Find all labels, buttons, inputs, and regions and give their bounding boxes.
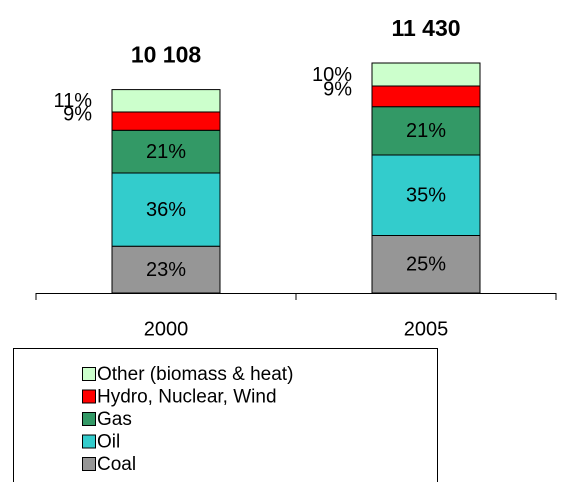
data-label: 35% — [406, 185, 446, 207]
bar-segment — [371, 154, 481, 236]
legend-swatch — [82, 367, 96, 381]
data-label: 25% — [406, 254, 446, 276]
bar-segment — [111, 111, 221, 131]
data-label: 21% — [406, 120, 446, 142]
bar-segment — [111, 172, 221, 247]
bar-segment — [111, 89, 221, 113]
bar-segment — [371, 85, 481, 108]
data-label: 23% — [146, 259, 186, 281]
legend-swatch — [82, 434, 96, 449]
bar-segment — [371, 106, 481, 156]
legend-label: Coal — [97, 454, 136, 475]
data-label: 10% — [312, 64, 352, 86]
x-tick-label: 2000 — [144, 318, 189, 340]
legend-label: Oil — [97, 432, 120, 453]
data-label: 11% — [53, 90, 92, 112]
x-tick-label: 2005 — [404, 318, 449, 340]
bar-segment — [371, 235, 481, 294]
data-label: 9% — [63, 103, 92, 125]
total-label: 10 108 — [131, 42, 202, 68]
data-label: 9% — [323, 79, 352, 101]
legend-swatch — [82, 389, 96, 404]
bar-segment — [111, 245, 221, 294]
data-label: 21% — [146, 141, 186, 163]
bar-segment — [371, 62, 481, 87]
total-label: 11 430 — [391, 15, 460, 41]
legend-label: Other (biomass & heat) — [97, 364, 293, 385]
legend-swatch — [82, 412, 96, 426]
legend-label: Gas — [97, 409, 132, 430]
data-label: 36% — [146, 199, 186, 221]
legend-box — [13, 348, 438, 482]
legend-label: Hydro, Nuclear, Wind — [97, 387, 277, 408]
legend-swatch — [82, 457, 96, 471]
